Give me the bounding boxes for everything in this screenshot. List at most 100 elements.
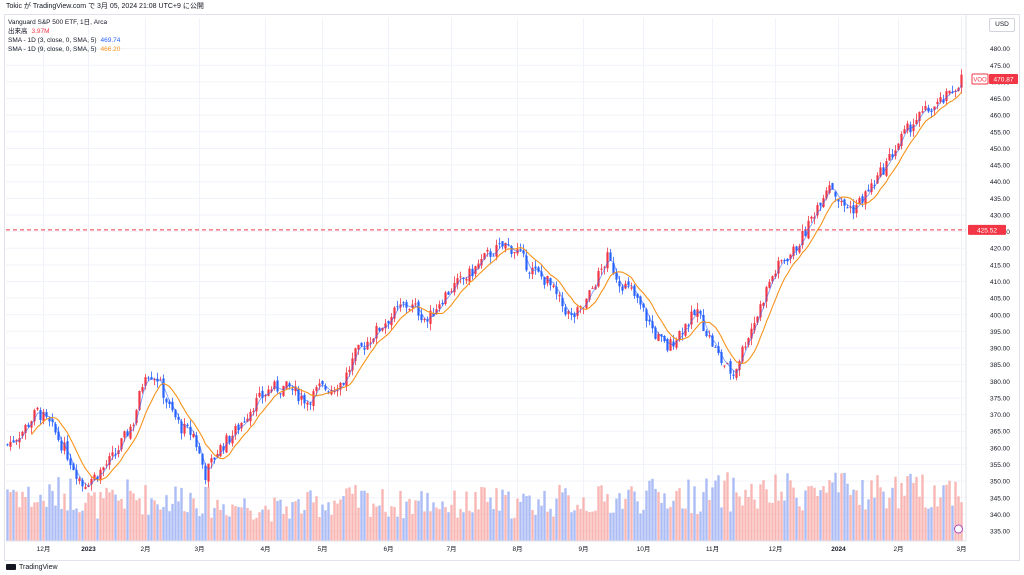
- candle-body: [654, 327, 657, 339]
- candle-body: [900, 133, 903, 147]
- candle-body: [318, 383, 321, 386]
- candle-body: [735, 368, 738, 378]
- candle-body: [441, 302, 444, 305]
- y-tick-label: 445.00: [990, 163, 1010, 170]
- candle-body: [201, 453, 204, 465]
- candle-body: [837, 198, 840, 202]
- x-tick-label: 6月: [383, 545, 393, 553]
- sma-slow-value: 466.20: [100, 46, 121, 53]
- volume-bar: [189, 492, 192, 541]
- volume-bar: [942, 485, 945, 541]
- volume-bar: [765, 489, 768, 541]
- candle-body: [126, 431, 129, 437]
- candle-body: [879, 167, 882, 177]
- volume-bar: [309, 490, 312, 541]
- candle-body: [675, 340, 678, 348]
- currency-button[interactable]: USD: [989, 18, 1015, 32]
- tradingview-logo-icon: [6, 564, 16, 571]
- volume-bar: [933, 485, 936, 541]
- volume-bar: [945, 484, 948, 541]
- candle-body: [444, 292, 447, 304]
- volume-bar: [906, 476, 909, 541]
- volume-bar: [63, 493, 66, 541]
- candle-body: [174, 409, 177, 418]
- volume-bar: [156, 504, 159, 541]
- volume-bar: [186, 512, 189, 541]
- volume-bar: [372, 503, 375, 541]
- volume-bar: [225, 515, 228, 541]
- volume-bar: [612, 512, 615, 541]
- volume-bar: [510, 518, 513, 541]
- volume-bar: [696, 513, 699, 541]
- volume-bar: [810, 485, 813, 541]
- candle-body: [543, 276, 546, 285]
- volume-bar: [837, 492, 840, 541]
- candle-body: [912, 124, 915, 131]
- candle-body: [771, 276, 774, 282]
- volume-bar: [6, 489, 9, 541]
- candle-body: [177, 417, 180, 420]
- volume-bar: [951, 505, 954, 541]
- volume-bar: [603, 501, 606, 541]
- candle-body: [870, 183, 873, 193]
- volume-bar: [516, 498, 519, 541]
- volume-bar: [45, 506, 48, 541]
- volume-bar: [459, 508, 462, 541]
- volume-bar: [918, 496, 921, 541]
- candle-body: [690, 311, 693, 325]
- candle-body: [12, 440, 15, 443]
- volume-bar: [174, 486, 177, 541]
- candle-body: [294, 386, 297, 392]
- volume-bar: [774, 474, 777, 541]
- candle-body: [33, 410, 36, 422]
- candle-body: [612, 262, 615, 275]
- lightning-icon: [954, 524, 963, 534]
- volume-bar: [921, 474, 924, 541]
- hline-price-tag: [968, 224, 1006, 235]
- volume-bar: [762, 480, 765, 541]
- volume-bar: [504, 495, 507, 541]
- volume-bar: [672, 500, 675, 541]
- volume-bar: [87, 492, 90, 541]
- volume-bar: [438, 509, 441, 541]
- candle-body: [327, 391, 330, 393]
- volume-bar: [201, 513, 204, 541]
- volume-bar: [222, 504, 225, 541]
- volume-bar: [879, 487, 882, 541]
- volume-bar: [576, 504, 579, 541]
- candle-body: [378, 327, 381, 331]
- volume-bar: [264, 505, 267, 541]
- volume-bar: [858, 504, 861, 541]
- candle-body: [369, 342, 372, 344]
- volume-bar: [318, 517, 321, 541]
- candle-body: [408, 309, 411, 311]
- candle-body: [432, 313, 435, 317]
- volume-bar: [96, 518, 99, 541]
- volume-bar: [126, 479, 129, 541]
- volume-bar: [777, 500, 780, 541]
- volume-bar: [522, 493, 525, 541]
- candle-body: [693, 310, 696, 316]
- candle-body: [447, 291, 450, 295]
- candle-body: [306, 402, 309, 405]
- volume-bar: [705, 478, 708, 541]
- volume-legend: 出来高 3.97M: [8, 27, 120, 36]
- candle-body: [255, 398, 258, 412]
- volume-bar: [948, 480, 951, 541]
- candle-body: [624, 283, 627, 289]
- hline-price-text: 425.52: [977, 227, 997, 234]
- volume-bar: [957, 496, 960, 541]
- volume-bar: [195, 508, 198, 541]
- candle-body: [603, 267, 606, 269]
- volume-bar: [876, 475, 879, 541]
- volume-bar: [717, 475, 720, 541]
- volume-bar: [270, 521, 273, 541]
- volume-bar: [690, 513, 693, 541]
- volume-bar: [873, 497, 876, 541]
- candle-body: [21, 431, 24, 436]
- volume-bar: [165, 495, 168, 541]
- volume-bar: [69, 478, 72, 541]
- volume-bar: [651, 478, 654, 541]
- candle-body: [453, 282, 456, 293]
